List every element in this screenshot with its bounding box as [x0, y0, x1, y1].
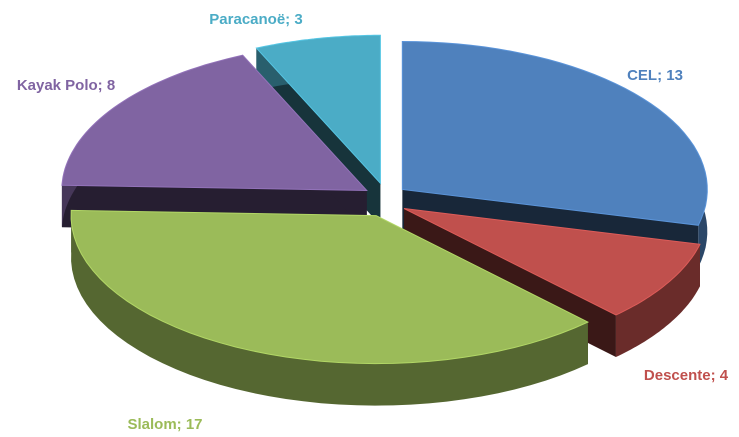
- slice-wall: [615, 244, 700, 357]
- slice-top: [403, 208, 701, 316]
- data-label: Slalom; 17: [127, 416, 202, 433]
- data-label: Paracanoë; 3: [209, 11, 302, 28]
- data-label: Descente; 4: [644, 367, 729, 384]
- slice-wall: [71, 210, 588, 406]
- slice-top: [401, 40, 708, 226]
- data-label: Kayak Polo; 8: [17, 77, 115, 94]
- slice-top: [61, 54, 368, 191]
- slice: [70, 209, 590, 406]
- slice-top: [255, 34, 381, 185]
- slice-top: [70, 209, 590, 365]
- data-label: CEL; 13: [627, 67, 683, 84]
